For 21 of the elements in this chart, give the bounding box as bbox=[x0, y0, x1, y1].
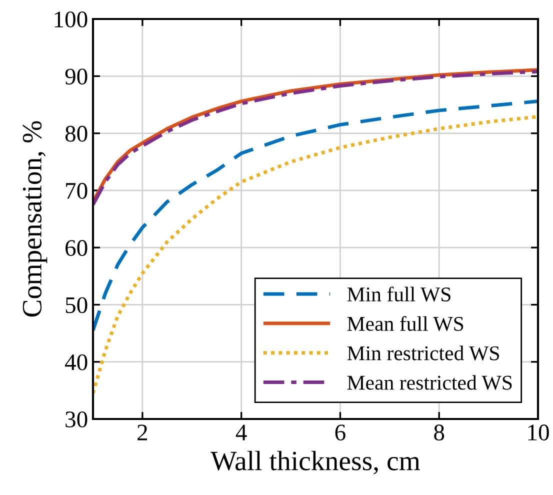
y-axis-title: Compensation, % bbox=[22, 121, 48, 317]
legend-label: Mean restricted WS bbox=[347, 375, 512, 390]
line-series bbox=[93, 114, 538, 396]
x-tick-label: 8 bbox=[434, 424, 444, 440]
x-axis-title: Wall thickness, cm bbox=[210, 450, 420, 474]
line-series bbox=[93, 100, 538, 332]
y-tick-label: 40 bbox=[64, 354, 88, 370]
x-tick-label: 6 bbox=[335, 424, 346, 440]
legend-label: Mean full WS bbox=[347, 316, 464, 332]
y-tick-label: 50 bbox=[66, 297, 88, 314]
legend-label: Min full WS bbox=[347, 286, 450, 302]
y-tick-label: 60 bbox=[66, 240, 88, 256]
y-tick-label: 80 bbox=[65, 126, 88, 142]
x-tick-label: 4 bbox=[236, 424, 247, 440]
x-tick-label: 10 bbox=[528, 424, 549, 440]
x-tick-label: 2 bbox=[138, 424, 148, 440]
y-tick-label: 70 bbox=[66, 182, 88, 199]
legend-label: Min restricted WS bbox=[347, 346, 499, 360]
y-tick-label: 100 bbox=[54, 11, 88, 28]
y-tick-label: 30 bbox=[66, 411, 88, 428]
y-tick-label: 90 bbox=[65, 68, 88, 85]
